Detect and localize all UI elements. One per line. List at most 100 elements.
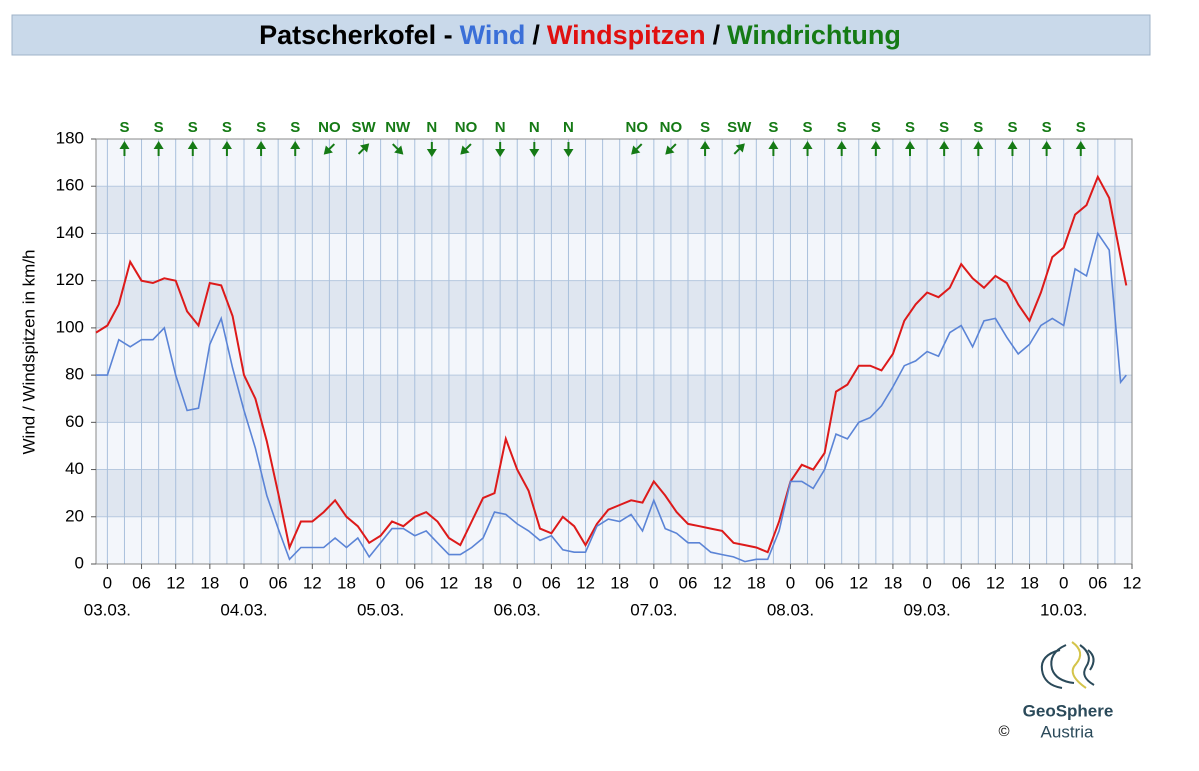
wind-arrow-head <box>426 149 437 157</box>
wind-arrow <box>836 141 847 156</box>
wind-arrow-head <box>529 149 540 157</box>
wind-arrow-head <box>1007 141 1018 149</box>
wind-arrow <box>256 141 267 156</box>
logo-swirl <box>1040 649 1063 689</box>
x-tick-label: 12 <box>166 573 185 592</box>
wind-arrow <box>290 141 301 156</box>
x-tick-label: 06 <box>815 573 834 592</box>
day-label: 03.03. <box>84 600 131 619</box>
wind-direction-label: NO <box>318 119 341 136</box>
wind-direction-label: N <box>495 119 506 136</box>
y-tick-label: 120 <box>56 270 84 289</box>
wind-arrow-head <box>153 141 164 149</box>
x-tick-label: 18 <box>610 573 629 592</box>
title-bar <box>11 14 1151 56</box>
wind-direction-label: S <box>768 119 778 136</box>
wind-arrow-head <box>870 141 881 149</box>
wind-arrow <box>665 143 677 155</box>
wind-direction-label: N <box>426 119 437 136</box>
title-part: / <box>532 20 540 50</box>
wind-direction-label: S <box>939 119 949 136</box>
x-tick-label: 06 <box>132 573 151 592</box>
y-tick-label: 0 <box>75 553 84 572</box>
wind-arrow <box>529 142 540 157</box>
wind-arrow-head <box>1041 141 1052 149</box>
wind-direction-label: S <box>290 119 300 136</box>
logo-swirl <box>1050 644 1075 684</box>
wind-direction-label: NW <box>385 119 411 136</box>
wind-arrow-head <box>836 141 847 149</box>
logo-swirl <box>1071 641 1087 689</box>
day-label: 10.03. <box>1040 600 1087 619</box>
wind-arrow <box>631 143 643 155</box>
wind-arrow-head <box>735 143 745 153</box>
wind-arrow <box>187 141 198 156</box>
y-tick-label: 100 <box>56 317 84 336</box>
wind-direction-label: S <box>837 119 847 136</box>
wind-direction-label: S <box>256 119 266 136</box>
wind-arrow <box>905 141 915 156</box>
day-label: 07.03. <box>630 600 677 619</box>
wind-direction-label: SW <box>351 119 376 136</box>
logo <box>1040 641 1095 689</box>
day-label: 05.03. <box>357 600 404 619</box>
x-tick-label: 06 <box>405 573 424 592</box>
y-tick-label: 180 <box>56 128 84 147</box>
day-label: 08.03. <box>767 600 814 619</box>
wind-arrow <box>221 141 232 156</box>
wind-arrow-head <box>905 141 915 149</box>
band <box>96 186 1132 234</box>
x-tick-label: 0 <box>512 573 521 592</box>
x-tick-label: 0 <box>1059 573 1068 592</box>
wind-arrow-head <box>119 141 130 149</box>
title-part: / <box>713 20 721 50</box>
wind-arrow-head <box>768 141 779 149</box>
x-tick-label: 06 <box>952 573 971 592</box>
wind-arrow <box>768 141 779 156</box>
y-tick-label: 80 <box>65 365 84 384</box>
wind-arrow-head <box>973 141 984 149</box>
wind-arrow <box>700 141 711 156</box>
wind-direction-label: S <box>871 119 881 136</box>
wind-direction-label: S <box>973 119 983 136</box>
x-tick-label: 18 <box>200 573 219 592</box>
logo-swirl <box>1079 644 1095 686</box>
wind-direction-label: NO <box>660 119 683 136</box>
wind-direction-label: S <box>154 119 164 136</box>
x-tick-label: 0 <box>786 573 795 592</box>
wind-arrow-head <box>665 145 675 155</box>
wind-arrow-head <box>802 141 813 149</box>
wind-arrow <box>323 143 336 155</box>
chart-title: Patscherkofel - Wind / Windspitzen / Windrich… <box>259 20 901 50</box>
x-tick-label: 0 <box>103 573 112 592</box>
series-line <box>95 174 1128 554</box>
x-tick-label: 18 <box>883 573 902 592</box>
y-axis-label: Wind / Windspitzen in km/h <box>19 249 38 454</box>
wind-direction-label: S <box>905 119 915 136</box>
x-tick-label: 06 <box>542 573 561 592</box>
wind-direction-label: N <box>563 119 574 136</box>
band <box>96 469 1132 517</box>
day-label: 06.03. <box>494 600 541 619</box>
wind-direction-label: S <box>1042 119 1052 136</box>
series-line <box>96 231 1127 563</box>
band <box>96 280 1132 328</box>
wind-direction-label: S <box>222 119 232 136</box>
copyright: © <box>998 723 1009 740</box>
wind-direction-label: SW <box>727 119 752 136</box>
wind-arrow <box>1041 141 1052 156</box>
wind-arrow <box>973 141 984 156</box>
wind-direction-label: S <box>803 119 813 136</box>
wind-arrow <box>153 141 164 156</box>
wind-arrow-head <box>290 141 301 149</box>
wind-arrow-head <box>256 141 267 149</box>
plot-border <box>95 138 1133 565</box>
wind-arrow-head <box>700 141 711 149</box>
wind-arrow-head <box>360 143 370 153</box>
y-tick-label: 160 <box>56 176 84 195</box>
wind-direction-label: S <box>119 119 129 136</box>
wind-arrow <box>563 142 574 157</box>
wind-direction-label: N <box>529 119 540 136</box>
title-part: Patscherkofel - <box>259 20 453 50</box>
